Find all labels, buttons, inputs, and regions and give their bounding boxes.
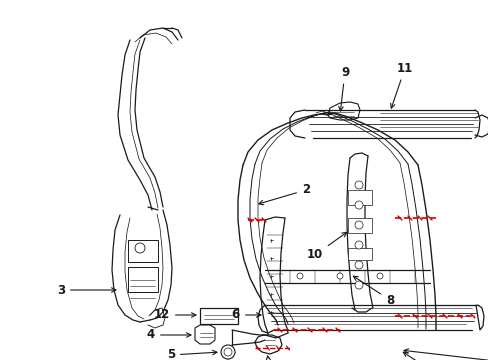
Text: 10: 10 (306, 232, 346, 261)
Text: 9: 9 (338, 66, 348, 111)
Text: 6: 6 (231, 309, 261, 321)
Circle shape (354, 281, 362, 289)
Circle shape (354, 221, 362, 229)
Bar (347, 218, 371, 233)
Circle shape (296, 273, 303, 279)
Text: 8: 8 (353, 276, 393, 306)
Text: 2: 2 (258, 184, 309, 205)
Circle shape (354, 261, 362, 269)
Bar (128, 240, 158, 262)
Text: 11: 11 (390, 62, 412, 108)
Bar (128, 267, 158, 292)
Circle shape (354, 181, 362, 189)
Bar (200, 308, 238, 324)
Circle shape (354, 241, 362, 249)
Bar (347, 190, 371, 205)
Text: 7: 7 (403, 349, 488, 360)
Polygon shape (195, 325, 215, 344)
Text: 3: 3 (57, 284, 116, 297)
Circle shape (224, 348, 231, 356)
Circle shape (336, 273, 342, 279)
Text: 4: 4 (146, 328, 191, 342)
Text: 12: 12 (153, 309, 196, 321)
Circle shape (221, 345, 235, 359)
Circle shape (376, 273, 382, 279)
Circle shape (135, 243, 145, 253)
Text: 7: 7 (403, 352, 433, 360)
Bar (347, 248, 371, 260)
Text: 1: 1 (265, 356, 273, 360)
Text: 5: 5 (166, 348, 217, 360)
Circle shape (354, 201, 362, 209)
